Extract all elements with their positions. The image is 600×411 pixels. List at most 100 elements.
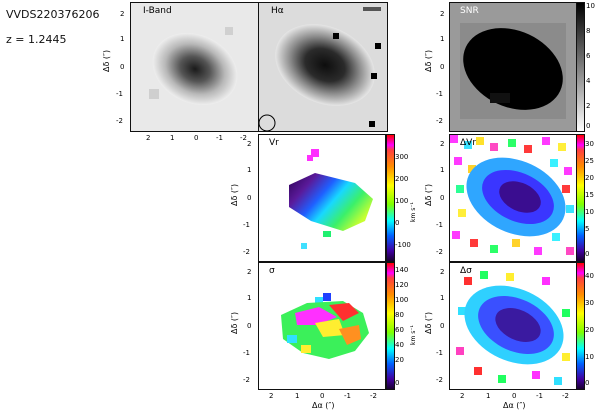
halpha-label: Hα bbox=[271, 6, 284, 16]
y-tick: 0 bbox=[120, 63, 125, 71]
y-tick: -2 bbox=[243, 248, 250, 256]
y-tick: 2 bbox=[120, 10, 125, 18]
x-tick: -2 bbox=[562, 392, 569, 400]
y-tick: -2 bbox=[116, 117, 123, 125]
y-tick: 2 bbox=[440, 268, 445, 276]
y-tick: 1 bbox=[440, 35, 445, 43]
y-tick: -1 bbox=[436, 90, 443, 98]
snr-image bbox=[450, 3, 576, 131]
sigma-map bbox=[259, 263, 385, 389]
dsigma-cbar-tick: 20 bbox=[585, 326, 594, 334]
dvr-cbar-tick: 15 bbox=[585, 191, 594, 199]
sigma-unit: km s⁻¹ bbox=[410, 325, 417, 345]
snr-colorbar bbox=[576, 2, 585, 132]
y-tick: 0 bbox=[440, 63, 445, 71]
sigma-cbar-tick: 20 bbox=[395, 356, 404, 364]
sigma-cbar-tick: 0 bbox=[395, 379, 400, 387]
x-tick: -2 bbox=[240, 134, 247, 142]
dvr-label: ΔVr bbox=[460, 138, 477, 148]
redshift: z = 1.2445 bbox=[6, 33, 67, 46]
sigma-colorbar bbox=[386, 262, 395, 390]
y-tick: -2 bbox=[436, 248, 443, 256]
snr-cbar-tick: 2 bbox=[586, 102, 591, 110]
dsigma-cbar-tick: 40 bbox=[585, 272, 594, 280]
vr-panel: Vr bbox=[258, 134, 386, 262]
y-tick: 0 bbox=[247, 322, 252, 330]
vr-map bbox=[259, 135, 385, 261]
x-tick: 0 bbox=[512, 392, 517, 400]
snr-panel: SNR bbox=[449, 2, 577, 132]
y-tick: -1 bbox=[243, 349, 250, 357]
snr-cbar-tick: 8 bbox=[586, 27, 591, 35]
x-axis-label: Δα (″) bbox=[503, 401, 526, 410]
y-tick: 2 bbox=[247, 140, 252, 148]
y-tick: -1 bbox=[116, 90, 123, 98]
vr-cbar-tick: 0 bbox=[395, 219, 400, 227]
y-tick: 0 bbox=[247, 194, 252, 202]
y-tick: -1 bbox=[436, 221, 443, 229]
y-tick: -2 bbox=[243, 376, 250, 384]
y-tick: 0 bbox=[440, 322, 445, 330]
y-tick: 2 bbox=[440, 140, 445, 148]
x-tick: -1 bbox=[344, 392, 351, 400]
y-tick: -1 bbox=[243, 221, 250, 229]
sigma-cbar-tick: 40 bbox=[395, 341, 404, 349]
x-tick: -1 bbox=[216, 134, 223, 142]
iband-label: I-Band bbox=[143, 6, 172, 16]
y-tick: 1 bbox=[247, 166, 252, 174]
snr-cbar-tick: 0 bbox=[586, 122, 591, 130]
iband-image bbox=[131, 3, 259, 131]
snr-cbar-tick: 6 bbox=[586, 52, 591, 60]
x-axis-label: Δα (″) bbox=[312, 401, 335, 410]
x-tick: 0 bbox=[194, 134, 199, 142]
y-tick: -2 bbox=[436, 376, 443, 384]
dvr-cbar-tick: 20 bbox=[585, 174, 594, 182]
halpha-image bbox=[259, 3, 387, 131]
y-axis-label: Δδ (″) bbox=[424, 183, 433, 206]
object-id: VVDS220376206 bbox=[6, 8, 100, 21]
x-tick: 2 bbox=[146, 134, 151, 142]
dsigma-map bbox=[450, 263, 576, 389]
dvr-cbar-tick: 10 bbox=[585, 208, 594, 216]
sigma-cbar-tick: 120 bbox=[395, 281, 409, 289]
dsigma-colorbar bbox=[576, 262, 585, 390]
vr-cbar-tick: 100 bbox=[395, 197, 409, 205]
iband-panel: I-Band bbox=[130, 2, 260, 132]
dvr-colorbar bbox=[576, 134, 585, 262]
y-axis-label: Δδ (″) bbox=[102, 49, 111, 72]
x-tick: 2 bbox=[269, 392, 274, 400]
y-tick: 2 bbox=[247, 268, 252, 276]
dvr-cbar-tick: 30 bbox=[585, 140, 594, 148]
y-tick: -2 bbox=[436, 117, 443, 125]
x-tick: -2 bbox=[370, 392, 377, 400]
vr-cbar-tick: 200 bbox=[395, 175, 409, 183]
dvr-map bbox=[450, 135, 576, 261]
dsigma-cbar-tick: 0 bbox=[585, 379, 590, 387]
sigma-cbar-tick: 60 bbox=[395, 326, 404, 334]
dvr-cbar-tick: 0 bbox=[585, 250, 590, 258]
y-axis-label: Δδ (″) bbox=[230, 183, 239, 206]
y-tick: 0 bbox=[440, 194, 445, 202]
sigma-panel: σ bbox=[258, 262, 386, 390]
sigma-cbar-tick: 80 bbox=[395, 311, 404, 319]
sigma-label: σ bbox=[269, 266, 275, 276]
vr-cbar-tick: 300 bbox=[395, 153, 409, 161]
y-axis-label: Δδ (″) bbox=[424, 311, 433, 334]
y-tick: 1 bbox=[120, 35, 125, 43]
y-tick: 1 bbox=[440, 294, 445, 302]
sigma-cbar-tick: 100 bbox=[395, 296, 409, 304]
snr-label: SNR bbox=[460, 6, 479, 16]
halpha-panel: Hα bbox=[258, 2, 388, 132]
y-tick: 1 bbox=[440, 166, 445, 174]
dvr-cbar-tick: 5 bbox=[585, 225, 590, 233]
snr-cbar-tick: 4 bbox=[586, 77, 591, 85]
x-tick: 1 bbox=[170, 134, 175, 142]
vr-label: Vr bbox=[269, 138, 279, 148]
dsigma-label: Δσ bbox=[460, 266, 472, 276]
x-tick: 2 bbox=[460, 392, 465, 400]
dsigma-panel: Δσ bbox=[449, 262, 577, 390]
snr-cbar-tick: 10 bbox=[586, 2, 595, 10]
y-tick: 2 bbox=[440, 10, 445, 18]
y-tick: -1 bbox=[436, 349, 443, 357]
x-tick: -1 bbox=[536, 392, 543, 400]
